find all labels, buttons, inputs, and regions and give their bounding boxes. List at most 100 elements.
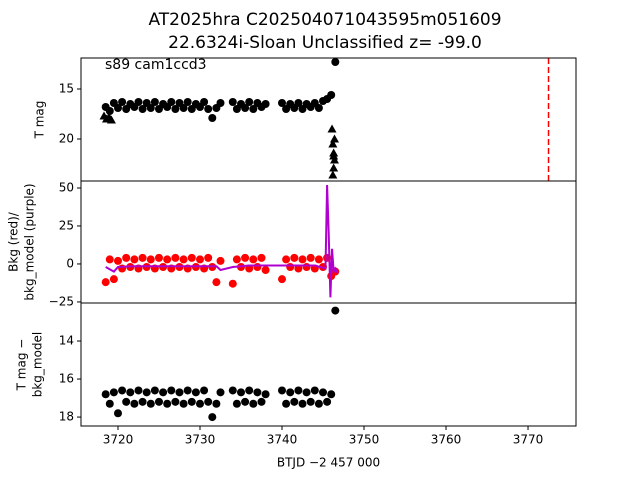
y-tick-label: 16 bbox=[59, 372, 74, 386]
y-axis-label: T mag − bbox=[15, 339, 29, 392]
data-point bbox=[208, 413, 217, 422]
data-point bbox=[101, 278, 110, 287]
data-point bbox=[187, 397, 196, 406]
upper-limit-marker bbox=[328, 170, 338, 179]
data-point bbox=[118, 98, 127, 106]
y-tick-label: 0 bbox=[66, 256, 74, 270]
data-point bbox=[310, 386, 319, 395]
y-tick-label: 14 bbox=[59, 334, 74, 348]
data-point bbox=[167, 98, 176, 106]
y-tick-label: 15 bbox=[59, 82, 74, 96]
data-point bbox=[286, 262, 295, 271]
x-tick-label: 3740 bbox=[267, 433, 298, 447]
data-point bbox=[208, 114, 217, 122]
data-point bbox=[298, 399, 307, 408]
y-tick-label: 25 bbox=[59, 218, 74, 232]
data-point bbox=[278, 99, 287, 107]
data-point bbox=[212, 278, 221, 287]
data-point bbox=[134, 386, 143, 395]
data-point bbox=[130, 399, 139, 408]
axes-frame bbox=[80, 302, 577, 427]
data-point bbox=[298, 255, 307, 264]
data-point bbox=[241, 104, 250, 112]
data-point bbox=[195, 255, 204, 264]
data-point bbox=[150, 98, 159, 106]
data-point bbox=[216, 388, 225, 397]
upper-limit-marker bbox=[329, 134, 339, 143]
data-point bbox=[261, 390, 270, 399]
data-point bbox=[146, 255, 155, 264]
x-tick-label: 3770 bbox=[513, 433, 544, 447]
x-tick-label: 3720 bbox=[103, 433, 134, 447]
y-axis-label: Bkg (red)/ bbox=[7, 211, 21, 272]
y-tick-label: 20 bbox=[59, 132, 74, 146]
data-point bbox=[142, 388, 151, 397]
data-point bbox=[175, 388, 184, 397]
data-point bbox=[118, 386, 127, 395]
data-point bbox=[282, 399, 291, 408]
data-point bbox=[257, 253, 266, 262]
data-point bbox=[159, 388, 168, 397]
data-point bbox=[314, 104, 323, 112]
data-point bbox=[261, 100, 270, 108]
data-point bbox=[294, 99, 303, 107]
data-point bbox=[171, 253, 180, 262]
y-axis-label: bkg_model (purple) bbox=[23, 183, 37, 300]
data-point bbox=[187, 253, 196, 262]
data-point bbox=[314, 399, 323, 408]
annotation: s89 cam1ccd3 bbox=[105, 57, 207, 73]
data-point bbox=[183, 98, 192, 106]
x-axis-label: BTJD −2 457 000 bbox=[277, 456, 380, 470]
y-tick-label: 50 bbox=[59, 180, 74, 194]
data-point bbox=[179, 399, 188, 408]
data-point bbox=[302, 262, 311, 271]
data-point bbox=[150, 386, 159, 395]
upper-limit-marker bbox=[106, 115, 116, 124]
axes-frame bbox=[80, 57, 577, 182]
data-point bbox=[191, 388, 200, 397]
data-point bbox=[241, 397, 250, 406]
data-point bbox=[167, 386, 176, 395]
data-point bbox=[138, 105, 147, 113]
data-point bbox=[154, 397, 163, 406]
y-tick-label: −25 bbox=[49, 294, 74, 308]
data-point bbox=[130, 255, 139, 264]
data-point bbox=[134, 98, 143, 106]
data-point bbox=[212, 399, 221, 408]
y-axis-label: bkg_model bbox=[31, 332, 45, 398]
data-point bbox=[122, 397, 131, 406]
data-point bbox=[138, 397, 147, 406]
data-point bbox=[216, 256, 225, 265]
data-point bbox=[216, 99, 225, 107]
data-point bbox=[179, 104, 188, 112]
data-point bbox=[249, 255, 258, 264]
data-point bbox=[183, 386, 192, 395]
data-point bbox=[331, 58, 340, 66]
data-point bbox=[122, 253, 131, 262]
x-tick-label: 3760 bbox=[431, 433, 462, 447]
data-point bbox=[101, 390, 110, 399]
data-point bbox=[290, 253, 299, 262]
data-point bbox=[306, 397, 315, 406]
data-point bbox=[200, 386, 209, 395]
data-point bbox=[195, 399, 204, 408]
data-point bbox=[204, 397, 213, 406]
chart-title: 22.6324i-Sloan Unclassified z= -99.0 bbox=[168, 33, 482, 53]
data-point bbox=[319, 388, 328, 397]
data-point bbox=[105, 107, 114, 115]
data-point bbox=[306, 253, 315, 262]
data-point bbox=[241, 253, 250, 262]
data-point bbox=[163, 399, 172, 408]
data-point bbox=[138, 253, 147, 262]
x-tick-label: 3750 bbox=[349, 433, 380, 447]
data-point bbox=[171, 397, 180, 406]
data-point bbox=[278, 275, 287, 284]
data-point bbox=[278, 386, 287, 395]
upper-limit-marker bbox=[329, 151, 339, 160]
data-point bbox=[109, 388, 118, 397]
upper-limit-marker bbox=[329, 163, 339, 172]
data-point bbox=[327, 390, 336, 399]
data-point bbox=[323, 397, 332, 406]
y-tick-label: 18 bbox=[59, 410, 74, 424]
